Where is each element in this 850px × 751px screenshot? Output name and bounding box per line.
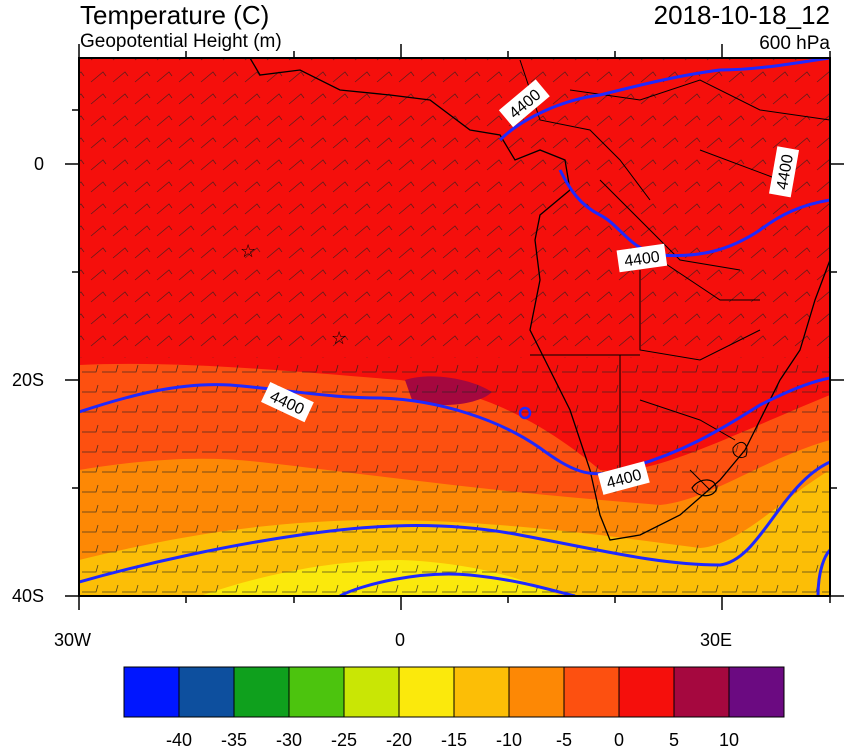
- pressure-level: 600 hPa: [759, 33, 830, 54]
- country-borders: [519, 59, 830, 491]
- temperature-field: ☆ ☆: [79, 58, 830, 596]
- colorbar: [123, 666, 785, 718]
- colorbar-tick-label: -35: [220, 730, 247, 750]
- colorbar-tick-label: 5: [668, 730, 679, 750]
- colorbar-swatch: [398, 666, 455, 718]
- height-contour-south-2: [339, 572, 576, 596]
- colorbar-swatch: [178, 666, 235, 718]
- plot-subtitle: Geopotential Height (m): [80, 31, 282, 52]
- height-contour-4400-north: [498, 58, 830, 142]
- swaziland-border: [732, 441, 748, 459]
- height-contour-south-1: [79, 460, 830, 584]
- colorbar-swatch: [563, 666, 620, 718]
- colorbar-swatch: [508, 666, 565, 718]
- lat-label-0: 0: [33, 154, 44, 174]
- wind-barbs-north: [79, 58, 830, 358]
- lesotho-border: [691, 479, 717, 497]
- height-contour-south-3: [816, 548, 830, 596]
- colorbar-swatch: [453, 666, 510, 718]
- plot-title: Temperature (C): [80, 0, 270, 30]
- colorbar-tick-label: -20: [385, 730, 412, 750]
- colorbar-tick-label: -30: [275, 730, 302, 750]
- contour-label: 4400: [623, 249, 661, 271]
- height-contour-4400-south: [79, 376, 830, 476]
- colorbar-tick-label: -25: [330, 730, 357, 750]
- colorbar-swatch: [728, 666, 785, 718]
- colorbar-tick-label: -40: [165, 730, 192, 750]
- contour-closed-loop: [518, 406, 532, 420]
- lon-label-30e: 30E: [700, 630, 733, 650]
- colorbar-tick-label: -10: [495, 730, 522, 750]
- valid-datetime: 2018-10-18_12: [653, 0, 830, 30]
- map-frame: [78, 57, 831, 597]
- lat-label-40s: 40S: [11, 586, 44, 606]
- lon-label-0: 0: [395, 630, 406, 650]
- colorbar-tick-label: 10: [718, 730, 740, 750]
- island-star-icon: ☆: [331, 328, 347, 349]
- colorbar-swatch: [618, 666, 675, 718]
- colorbar-swatch: [288, 666, 345, 718]
- lon-label-30w: 30W: [54, 630, 92, 650]
- axis-ticks: [65, 44, 844, 610]
- island-star-icon: ☆: [240, 241, 256, 262]
- colorbar-tick-label: 0: [613, 730, 624, 750]
- africa-coastline: [249, 58, 830, 541]
- colorbar-swatch: [233, 666, 290, 718]
- colorbar-tick-label: -5: [555, 730, 572, 750]
- colorbar-swatch: [123, 666, 180, 718]
- lat-label-20s: 20S: [11, 370, 44, 390]
- colorbar-tick-label: -15: [440, 730, 467, 750]
- wind-barbs-south: [79, 358, 830, 596]
- contour-label: 4400: [774, 153, 797, 191]
- colorbar-swatch: [673, 666, 730, 718]
- colorbar-swatch: [343, 666, 400, 718]
